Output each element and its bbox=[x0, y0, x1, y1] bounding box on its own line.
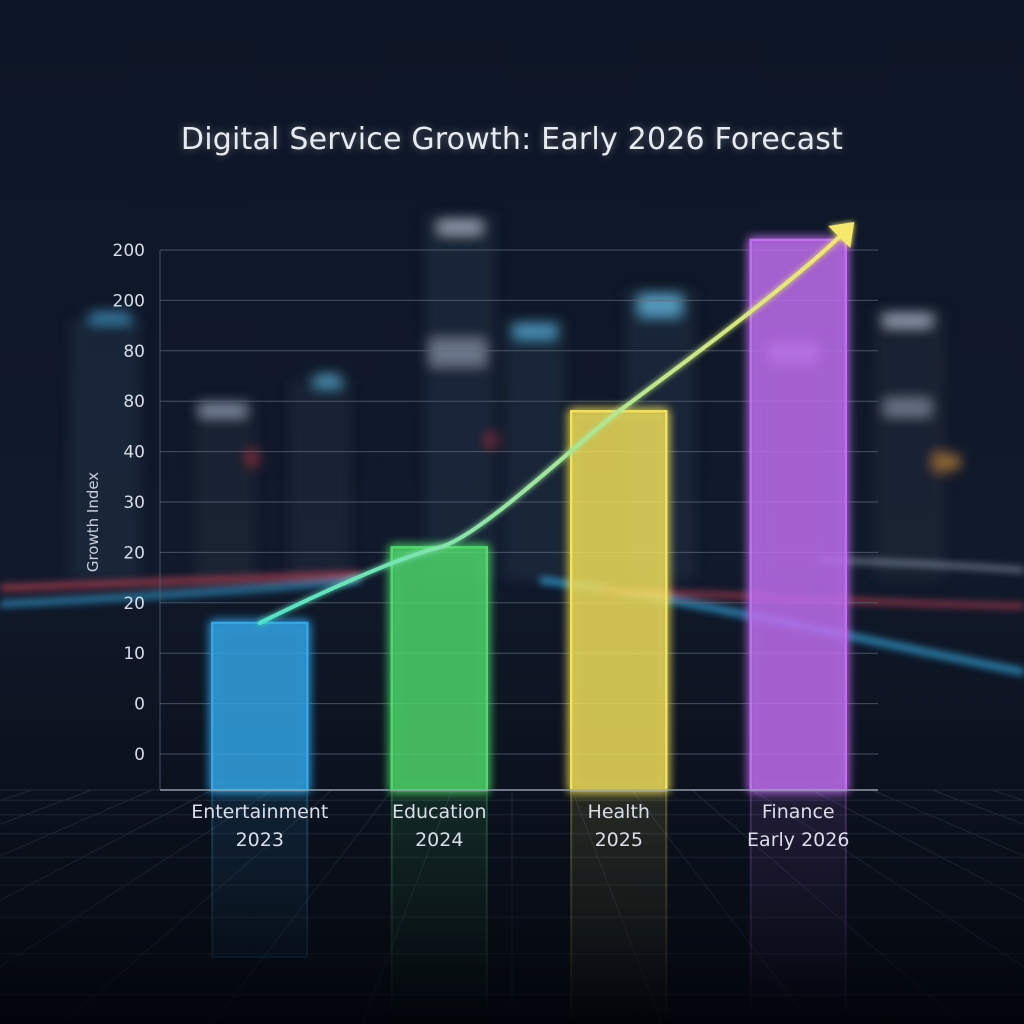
bar-education bbox=[390, 546, 488, 792]
bar-reflections bbox=[211, 789, 847, 1024]
y-tick-label: 80 bbox=[123, 342, 145, 362]
bar-reflection bbox=[749, 789, 847, 1024]
category-period-label: Early 2026 bbox=[747, 829, 849, 851]
y-tick-label: 80 bbox=[123, 392, 145, 412]
y-tick-label: 10 bbox=[123, 644, 145, 664]
category-labels: Entertainment 2023 Education 2024 Health 2025… bbox=[191, 801, 849, 851]
bar-health bbox=[570, 410, 668, 792]
category-period-label: 2023 bbox=[236, 829, 284, 851]
bar-reflection bbox=[390, 789, 488, 1024]
y-tick-label: 0 bbox=[134, 745, 145, 765]
chart-title: Digital Service Growth: Early 2026 Forec… bbox=[180, 122, 844, 157]
category-name-label: Health bbox=[588, 801, 650, 823]
trend-line bbox=[257, 226, 851, 625]
y-tick-label: 200 bbox=[113, 291, 145, 311]
bar-entertainment bbox=[211, 621, 309, 792]
y-tick-label: 20 bbox=[123, 594, 145, 614]
category-period-label: 2024 bbox=[415, 829, 463, 851]
category-name-label: Education bbox=[392, 801, 487, 823]
category-period-label: 2025 bbox=[595, 829, 643, 851]
bars bbox=[211, 238, 847, 792]
y-tick-label: 0 bbox=[134, 695, 145, 715]
y-tick-label: 200 bbox=[113, 241, 145, 261]
y-tick-label: 30 bbox=[123, 493, 145, 513]
y-axis-title: Growth Index bbox=[84, 472, 102, 572]
y-axis-ticks: 200 200 80 80 40 30 20 20 10 0 0 bbox=[113, 241, 145, 765]
bar-finance bbox=[749, 238, 847, 792]
y-tick-label: 20 bbox=[123, 543, 145, 563]
trend-arrow-head bbox=[828, 222, 855, 248]
category-name-label: Finance bbox=[762, 801, 835, 823]
bar-reflection bbox=[570, 789, 668, 1024]
category-name-label: Entertainment bbox=[191, 801, 328, 823]
y-tick-label: 40 bbox=[123, 443, 145, 463]
bar-reflection bbox=[211, 789, 309, 959]
